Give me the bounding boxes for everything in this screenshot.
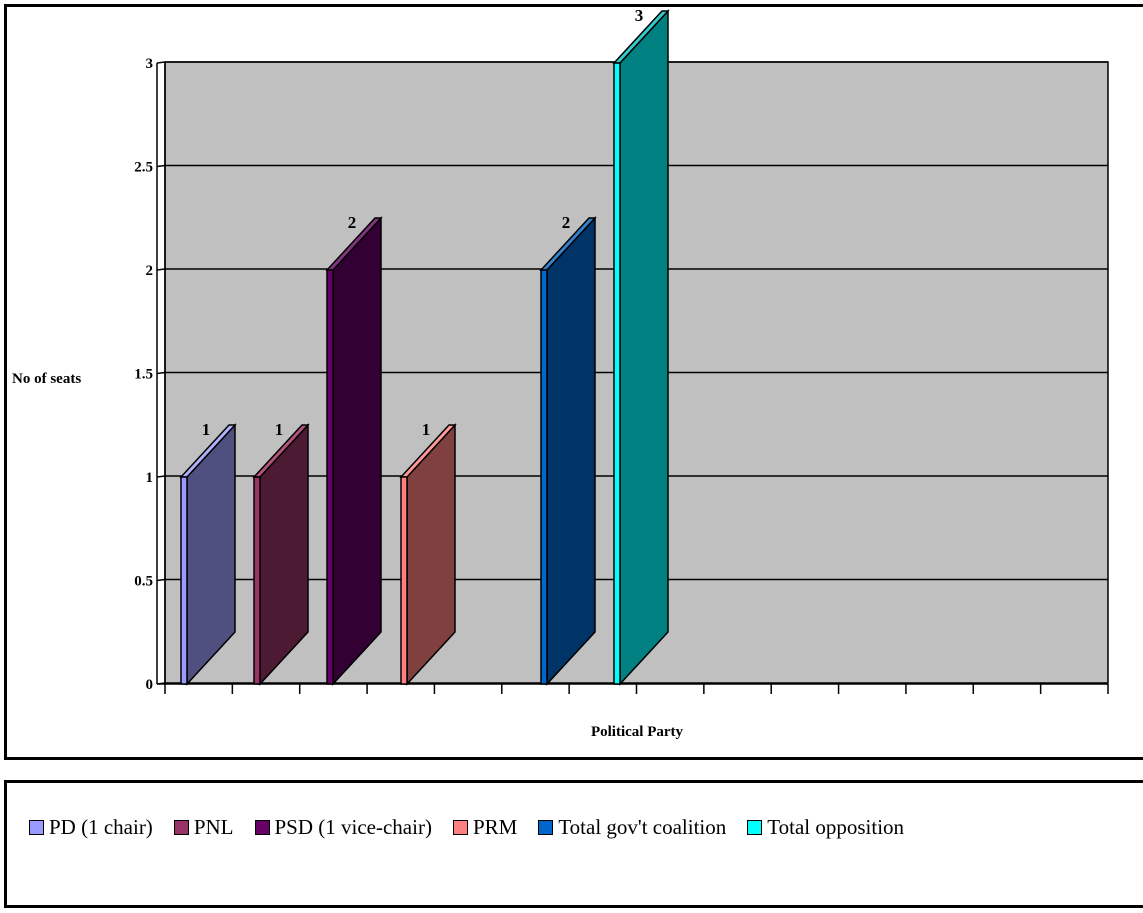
bar [400,476,408,685]
legend-swatch [747,820,763,835]
y-tick [156,475,166,478]
legend-item: PRM [452,815,518,840]
y-tick [156,164,166,168]
y-tick-label: 3 [146,56,154,72]
legend-item: Total opposition [747,815,904,840]
legend: PD (1 chair) PNL PSD (1 vice-chair) PRM Tota… [4,780,1143,908]
y-tick [156,371,166,375]
legend-item: PNL [173,815,234,840]
data-label: 2 [562,213,571,232]
data-label: 1 [202,420,211,439]
bar-side [332,216,382,686]
y-tick-label: 2.5 [134,160,153,176]
legend-item: Total gov't coalition [538,815,726,840]
legend-label: Total gov't coalition [558,815,727,839]
y-tick [156,61,166,64]
legend-items: PD (1 chair) PNL PSD (1 vice-chair) PRM Tota… [29,815,925,840]
data-label: 3 [635,6,644,25]
bar [613,62,621,685]
y-tick-label: 0.5 [134,574,153,590]
legend-swatch [538,820,554,835]
bar [540,269,548,685]
bar [253,476,261,685]
y-tick-label: 1 [146,470,154,486]
y-tick-label: 0 [146,677,154,693]
legend-label: PSD (1 vice-chair) [274,815,432,839]
legend-item: PSD (1 vice-chair) [254,815,432,840]
legend-swatch [452,820,468,835]
bar-side [619,9,669,686]
y-tick [156,578,166,582]
y-tick-label: 2 [146,263,154,279]
legend-swatch [254,820,270,835]
y-tick-label: 1.5 [134,367,153,383]
bar-side [546,216,596,686]
y-axis-title: No of seats [12,371,81,387]
legend-swatch [173,820,189,835]
data-label: 1 [275,420,284,439]
x-axis-title: Political Party [591,724,684,740]
data-label: 1 [422,420,431,439]
legend-label: PNL [193,815,234,839]
legend-label: Total opposition [767,815,905,839]
chart-area [4,4,1143,760]
legend-label: PD (1 chair) [49,815,153,839]
bar-chart: 0 0.5 1 1.5 2 2.5 3 1 1 2 1 2 3 Political Party No o… [12,6,1109,740]
bar [326,269,334,685]
bar [180,476,188,685]
legend-swatch [29,820,44,835]
legend-item: PD (1 chair) [29,815,153,840]
data-label: 2 [348,213,357,232]
legend-label: PRM [472,815,518,839]
y-tick [156,268,166,271]
